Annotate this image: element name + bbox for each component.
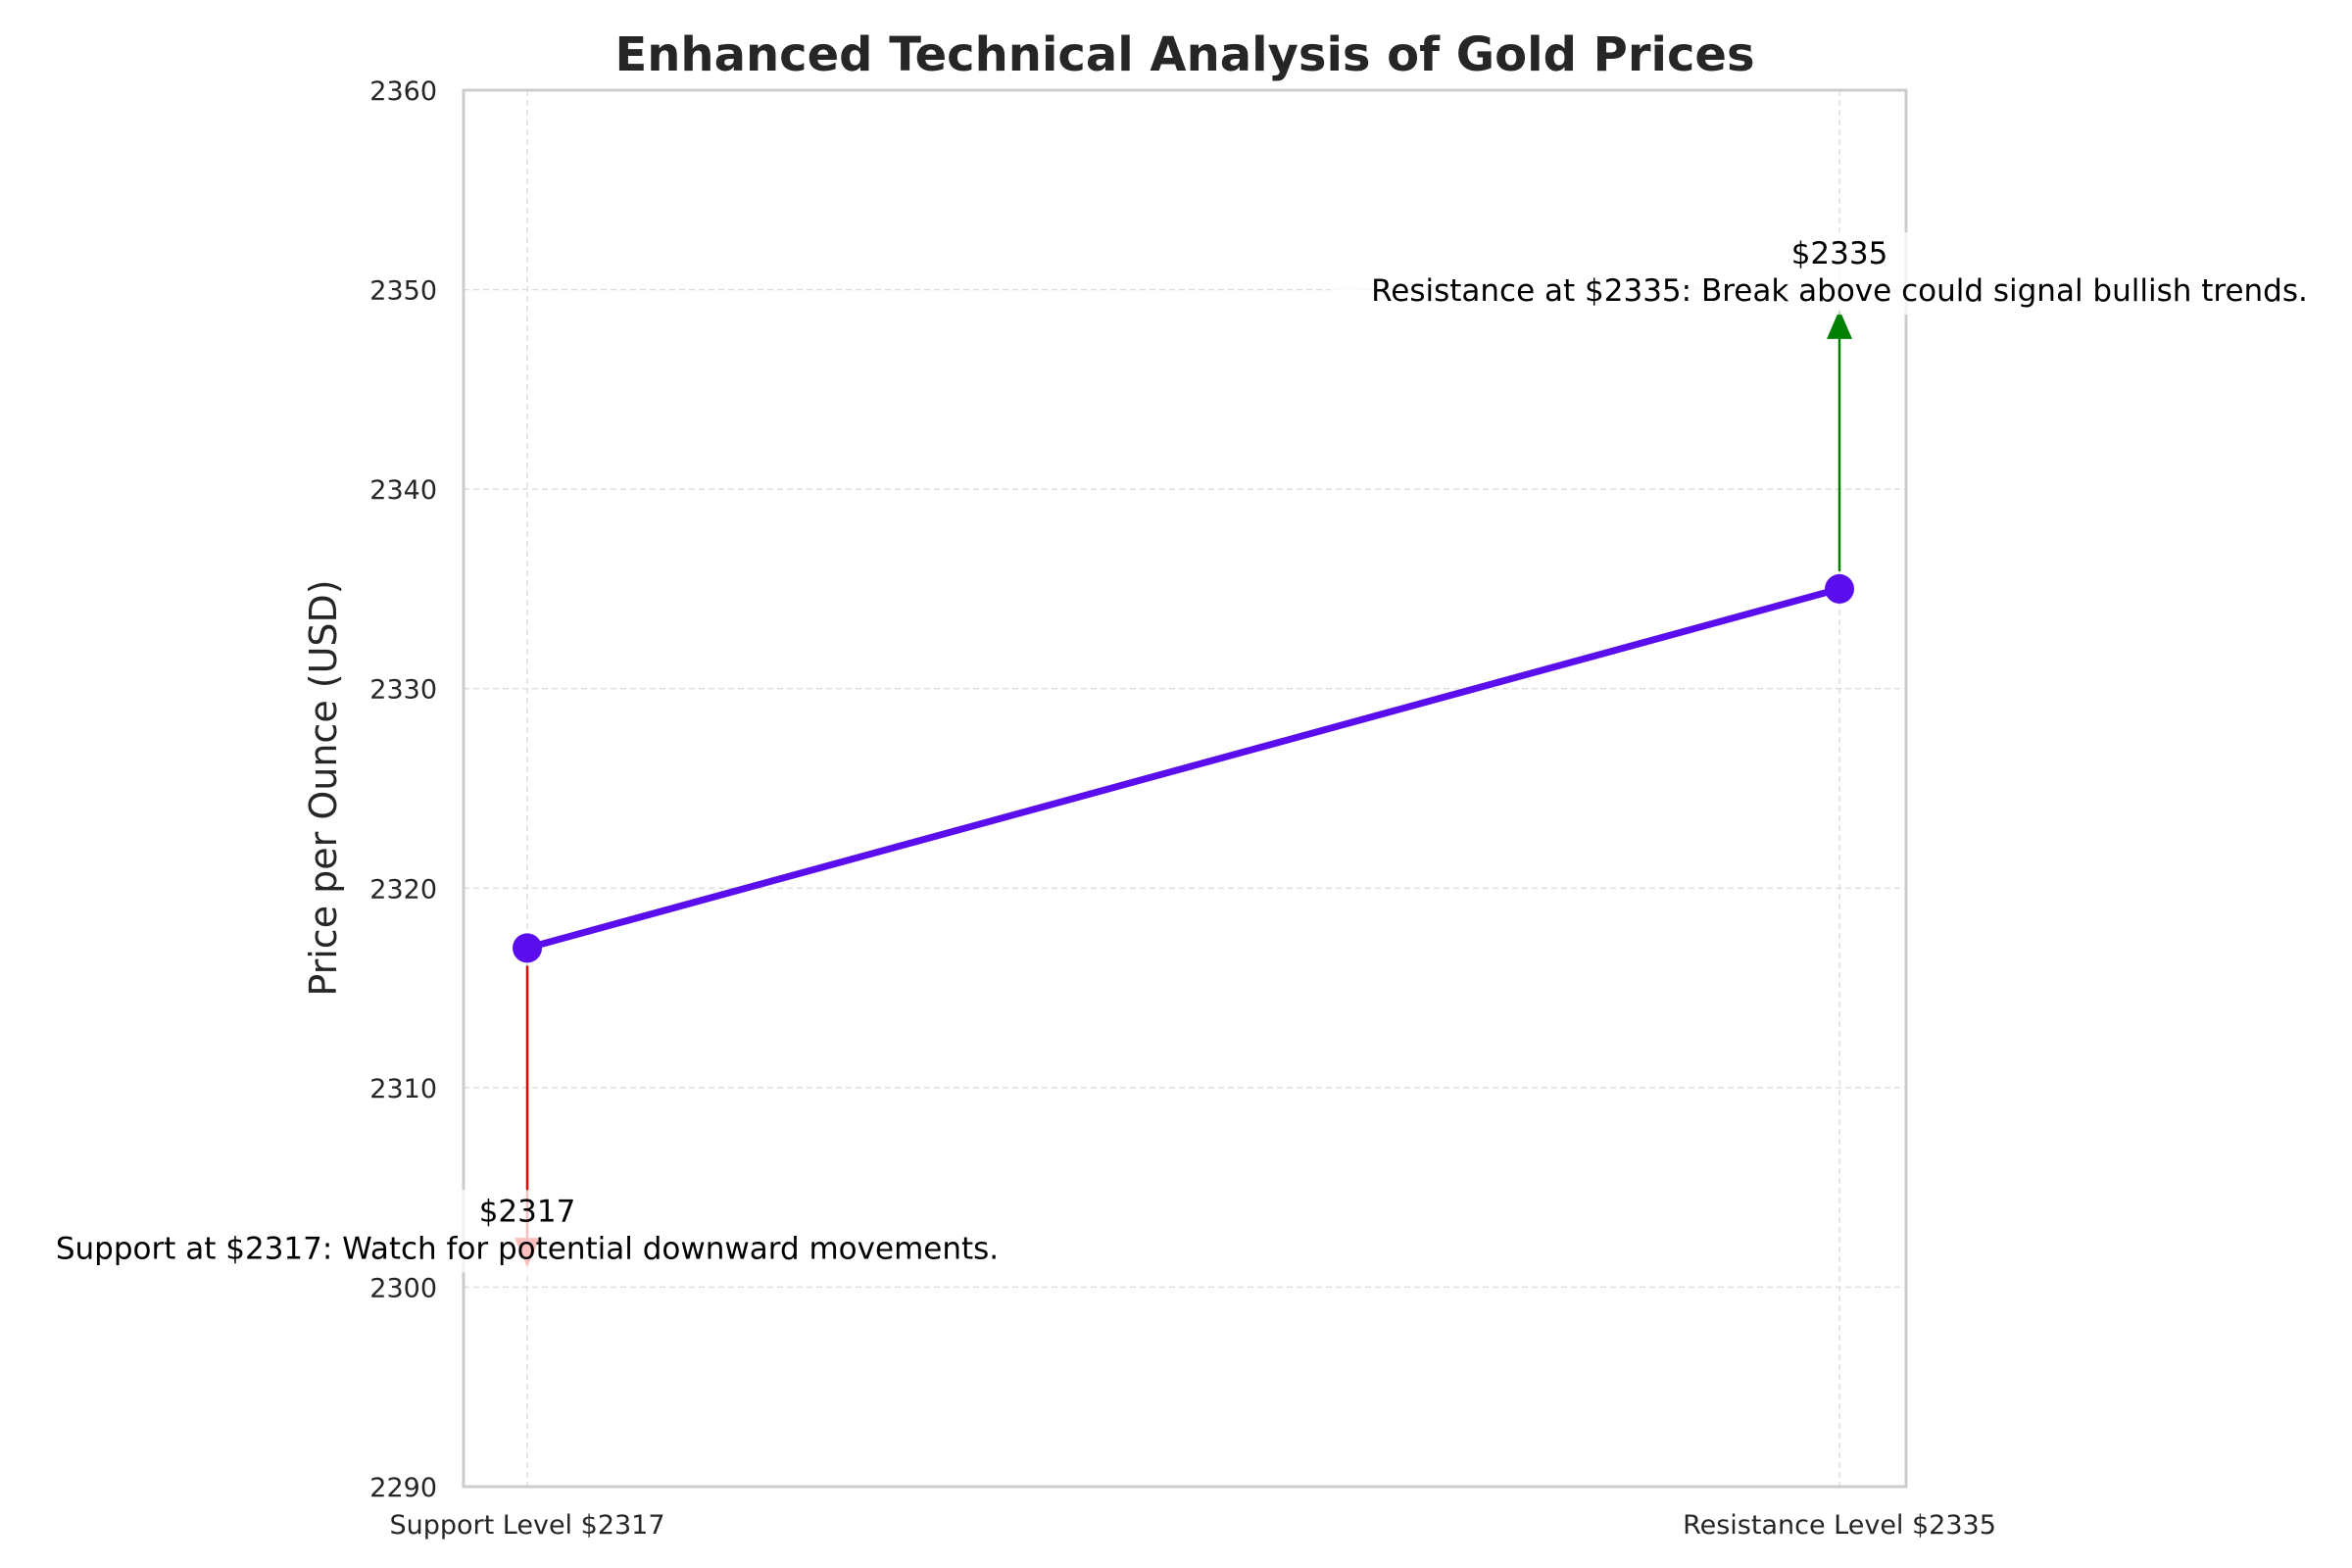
y-tick-label: 2350 xyxy=(369,276,437,307)
resistance-value-label: $2335 xyxy=(1791,236,1888,271)
axis-ticks: 2290 2300 2310 2320 2330 2340 2350 2360 Support … xyxy=(369,76,1996,1541)
resistance-annotation-box xyxy=(1330,232,2349,316)
series-line xyxy=(523,585,1843,952)
x-tick-label: Support Level $2317 xyxy=(389,1510,664,1541)
y-tick-label: 2310 xyxy=(369,1074,437,1104)
chart-title: Enhanced Technical Analysis of Gold Pric… xyxy=(614,27,1754,82)
support-annotation-box xyxy=(18,1190,1037,1273)
y-axis-label: Price per Ounce (USD) xyxy=(302,579,345,996)
x-tick-label: Resistance Level $2335 xyxy=(1683,1510,1996,1541)
series xyxy=(513,573,1854,963)
support-annotation-text: Support at $2317: Watch for potential do… xyxy=(56,1231,999,1266)
data-point xyxy=(513,933,542,963)
plot-area-frame xyxy=(462,88,1908,1489)
y-tick-label: 2340 xyxy=(369,475,437,506)
y-tick-label: 2330 xyxy=(369,675,437,706)
y-tick-label: 2290 xyxy=(369,1473,437,1503)
resistance-arrow-head xyxy=(1827,309,1852,339)
resistance-annotation-text: Resistance at $2335: Break above could s… xyxy=(1371,273,2308,309)
data-point xyxy=(1825,573,1854,604)
y-tick-label: 2360 xyxy=(369,76,437,107)
support-value-label: $2317 xyxy=(479,1194,576,1229)
y-tick-label: 2320 xyxy=(369,874,437,905)
y-tick-label: 2300 xyxy=(369,1273,437,1303)
